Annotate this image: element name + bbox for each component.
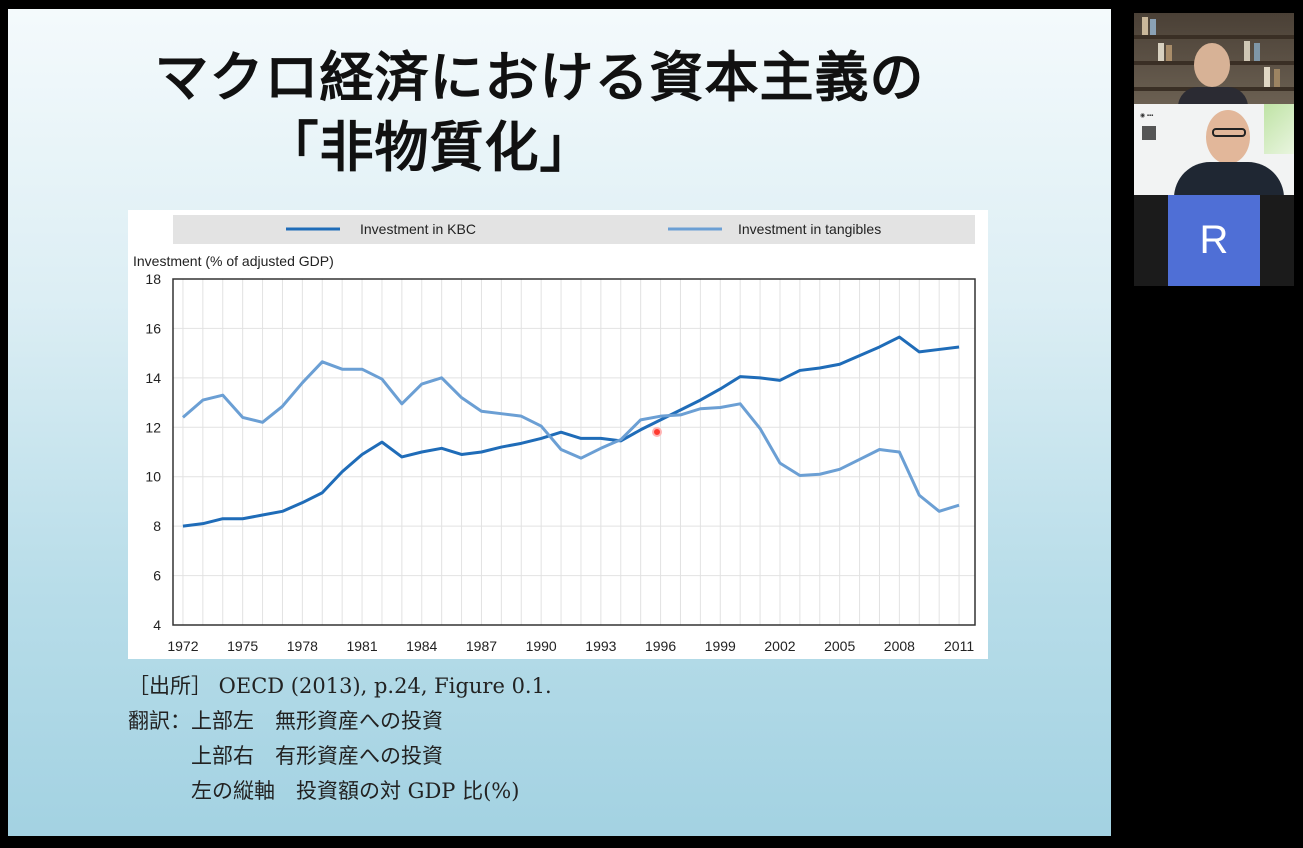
grid-lines [173, 278, 975, 626]
x-tick-label: 2011 [944, 638, 974, 654]
y-tick-label: 8 [153, 518, 161, 534]
participant-avatar: R [1168, 195, 1260, 286]
x-tick-label: 2008 [884, 638, 915, 654]
x-tick-label: 1996 [645, 638, 676, 654]
y-tick-label: 18 [145, 271, 161, 287]
x-tick-label: 1975 [227, 638, 258, 654]
x-tick-label: 1993 [585, 638, 616, 654]
legend-label-tangibles: Investment in tangibles [738, 221, 881, 237]
y-tick-label: 12 [145, 419, 161, 435]
y-tick-label: 4 [153, 617, 161, 633]
x-tick-label: 1999 [705, 638, 736, 654]
y-tick-label: 14 [145, 370, 161, 386]
translation-line-3: 左の縦軸 投資額の対 GDP 比(%) [128, 779, 520, 803]
cursor-dot [652, 427, 662, 437]
series-line-tangibles [181, 360, 960, 513]
source-notes: ［出所］ OECD (2013), p.24, Figure 0.1. 翻訳：上… [128, 669, 552, 809]
slide-title-line2: 「非物質化」 [264, 116, 595, 179]
y-tick-labels: 4 6 8 10 12 14 16 18 [145, 271, 161, 633]
legend-label-kbc: Investment in KBC [360, 221, 476, 237]
series-lines [181, 335, 960, 528]
x-tick-label: 1972 [167, 638, 198, 654]
y-tick-label: 10 [145, 469, 161, 485]
x-tick-label: 1978 [287, 638, 318, 654]
x-tick-label: 1984 [406, 638, 437, 654]
x-tick-labels: 1972 1975 1978 1981 1984 1987 1990 1993 1996 1999… [167, 638, 974, 654]
chart-svg: Investment in KBC Investment in tangible… [133, 215, 976, 654]
translation-line-1: 翻訳：上部左 無形資産への投資 [128, 709, 443, 733]
x-tick-label: 1990 [526, 638, 557, 654]
presentation-slide: マクロ経済における資本主義の 「非物質化」 Investment in KBC … [8, 9, 1111, 836]
participant-panel: ◉ ▪▪▪ R [1111, 0, 1303, 848]
series-line-kbc [182, 335, 960, 528]
x-tick-label: 1981 [346, 638, 377, 654]
source-citation: ［出所］ OECD (2013), p.24, Figure 0.1. [128, 674, 552, 698]
participant-video-3[interactable]: R [1134, 195, 1294, 286]
x-tick-label: 1987 [466, 638, 497, 654]
x-tick-label: 2002 [764, 638, 795, 654]
x-tick-label: 2005 [824, 638, 855, 654]
plot-frame [172, 278, 976, 626]
y-tick-label: 16 [145, 320, 161, 336]
oecd-chart: Investment in KBC Investment in tangible… [128, 210, 988, 659]
y-axis-label: Investment (% of adjusted GDP) [133, 253, 334, 269]
lab-logo: ◉ ▪▪▪ [1140, 113, 1154, 119]
participant-video-1[interactable] [1134, 13, 1294, 104]
translation-line-2: 上部右 有形資産への投資 [128, 744, 443, 768]
slide-title-line1: マクロ経済における資本主義の [154, 46, 925, 109]
y-tick-label: 6 [153, 568, 161, 584]
participant-video-2[interactable]: ◉ ▪▪▪ [1134, 104, 1294, 195]
